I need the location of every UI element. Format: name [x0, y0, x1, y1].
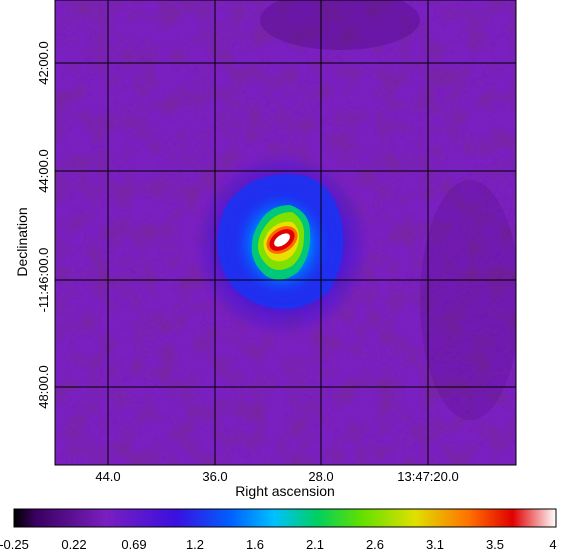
colorbar-tick-label: 1.6	[246, 537, 264, 552]
plot-frame	[54, 0, 517, 466]
colorbar: -0.25 0.22 0.69 1.2 1.6 2.1 2.6 3.1 3.5 …	[0, 508, 557, 552]
colorbar-tick-label: 4	[549, 537, 556, 552]
colorbar-tick-label: 0.22	[61, 537, 86, 552]
colorbar-tick-label: 0.69	[121, 537, 146, 552]
x-tick-label: 13:47:20.0	[397, 469, 458, 484]
y-tick-label: 42:00.0	[36, 41, 51, 84]
extended-source	[190, 149, 374, 341]
x-tick-label: 28.0	[308, 469, 333, 484]
colorbar-tick-label: 2.1	[306, 537, 324, 552]
x-tick-label: 36.0	[202, 469, 227, 484]
colorbar-gradient	[13, 508, 557, 528]
y-axis-title: Declination	[14, 207, 30, 276]
source-core	[274, 233, 290, 247]
colorbar-tick-label: 2.6	[366, 537, 384, 552]
colorbar-tick-label: 3.5	[486, 537, 504, 552]
colorbar-tick-label: 3.1	[426, 537, 444, 552]
x-axis-title: Right ascension	[235, 483, 335, 499]
image-plot-area	[55, 0, 516, 465]
colorbar-tick-label: 1.2	[186, 537, 204, 552]
colorbar-tick-label: -0.25	[0, 537, 29, 552]
y-tick-label: 48:00.0	[36, 365, 51, 408]
coordinate-grid	[55, 0, 516, 465]
y-tick-label: 44:00.0	[36, 149, 51, 192]
x-tick-label: 44.0	[95, 469, 120, 484]
y-tick-label: -11:46:00.0	[36, 248, 51, 313]
